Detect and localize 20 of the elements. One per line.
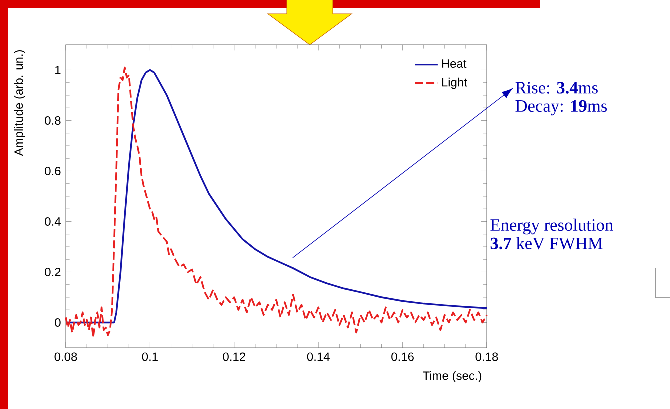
x-tick-label: 0.1 bbox=[142, 352, 158, 362]
x-tick-label: 0.14 bbox=[307, 352, 330, 362]
x-tick-label: 0.16 bbox=[392, 352, 414, 362]
y-tick-label: 0 bbox=[55, 318, 61, 327]
text: 3.7 keV FWHM bbox=[490, 237, 603, 250]
x-axis-title: Time (sec.) bbox=[423, 371, 482, 383]
legend-label: Light bbox=[442, 78, 468, 90]
text: Rise: 3.4ms bbox=[516, 82, 598, 94]
x-tick-label: 0.18 bbox=[476, 352, 498, 362]
legend-label: Heat bbox=[442, 60, 467, 68]
x-tick-label: 0.12 bbox=[223, 352, 246, 362]
x-tick-label: 0.08 bbox=[54, 352, 78, 362]
text: Decay: 19ms bbox=[516, 100, 608, 116]
text: Energy resolution bbox=[490, 218, 614, 235]
y-tick-label: 0.6 bbox=[45, 166, 61, 176]
y-tick-label: 0.8 bbox=[45, 116, 61, 125]
y-axis-title: Amplitude (arb. un.) bbox=[14, 50, 26, 156]
y-tick-label: 1 bbox=[56, 66, 61, 74]
y-tick-label: 0.2 bbox=[45, 268, 61, 276]
y-tick-label: 0.4 bbox=[45, 217, 61, 226]
